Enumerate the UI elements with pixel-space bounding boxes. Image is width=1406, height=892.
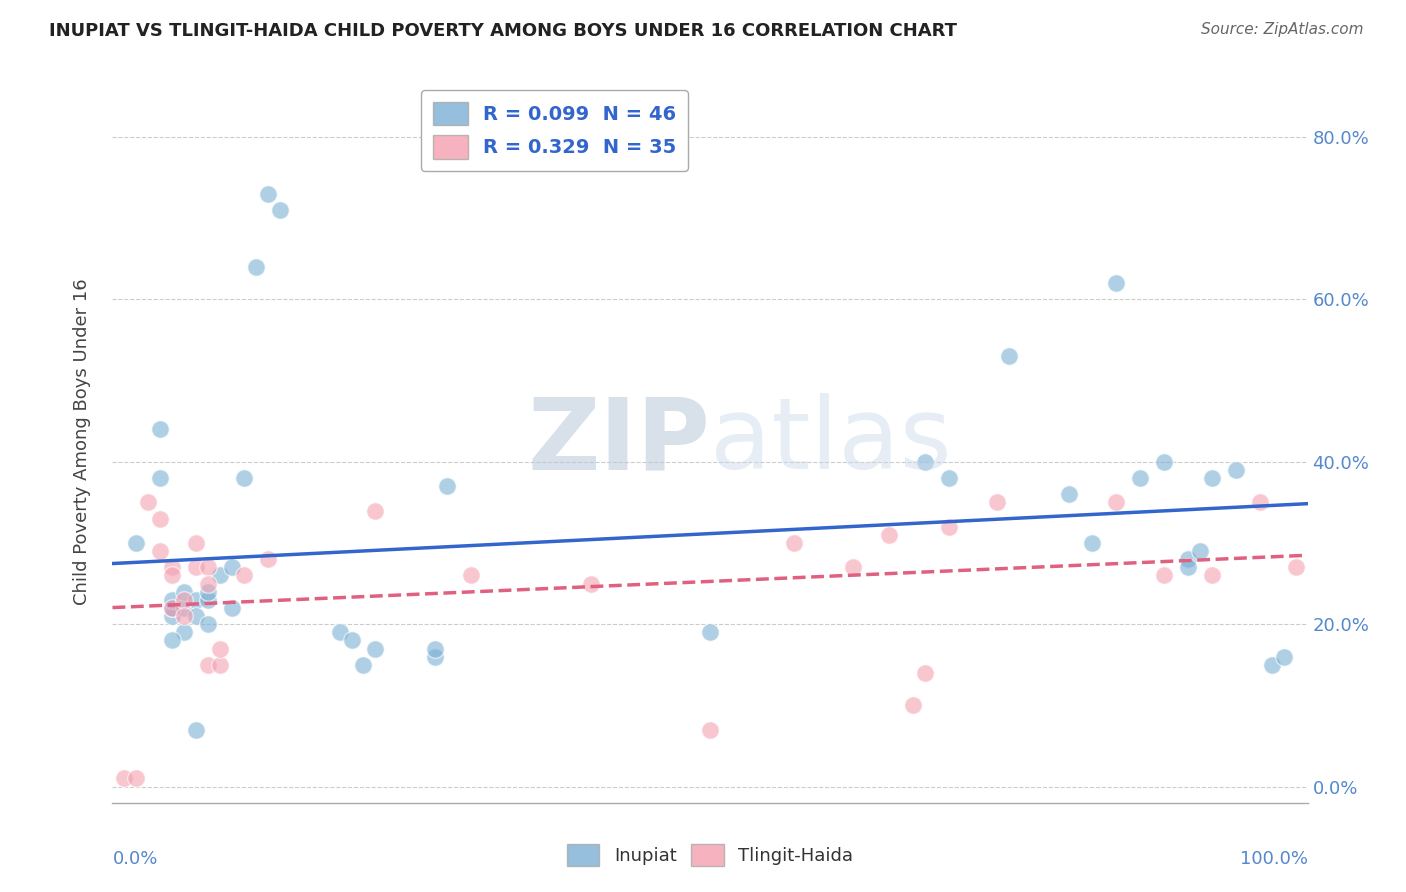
Point <box>162 601 183 615</box>
Point <box>1177 552 1199 566</box>
Text: atlas: atlas <box>710 393 952 490</box>
Point <box>173 601 195 615</box>
Point <box>938 471 960 485</box>
Point <box>186 609 208 624</box>
Point <box>879 528 901 542</box>
Point <box>197 584 219 599</box>
Text: 100.0%: 100.0% <box>1240 850 1308 868</box>
Point <box>986 495 1008 509</box>
Point <box>329 625 352 640</box>
Point <box>1105 495 1128 509</box>
Point <box>1153 568 1175 582</box>
Point <box>1261 657 1284 672</box>
Point <box>173 625 195 640</box>
Point <box>221 601 243 615</box>
Point <box>173 592 195 607</box>
Point <box>1105 277 1128 291</box>
Point <box>149 544 172 558</box>
Point <box>1249 495 1271 509</box>
Point <box>197 576 219 591</box>
Point <box>1177 560 1199 574</box>
Point <box>197 617 219 632</box>
Point <box>209 568 232 582</box>
Point <box>938 520 960 534</box>
Point <box>1201 568 1223 582</box>
Point <box>162 601 183 615</box>
Point <box>914 665 936 680</box>
Y-axis label: Child Poverty Among Boys Under 16: Child Poverty Among Boys Under 16 <box>73 278 91 605</box>
Point <box>425 641 447 656</box>
Point <box>197 657 219 672</box>
Point <box>352 657 374 672</box>
Point <box>245 260 267 274</box>
Point <box>209 641 232 656</box>
Point <box>186 560 208 574</box>
Point <box>460 568 482 582</box>
Point <box>197 560 219 574</box>
Point <box>197 592 219 607</box>
Point <box>364 503 387 517</box>
Point <box>114 772 135 786</box>
Point <box>699 625 721 640</box>
Point <box>1272 649 1295 664</box>
Point <box>842 560 865 574</box>
Point <box>162 568 183 582</box>
Point <box>1201 471 1223 485</box>
Point <box>149 511 172 525</box>
Point <box>903 698 925 713</box>
Point <box>149 471 172 485</box>
Point <box>1285 560 1308 574</box>
Point <box>579 576 602 591</box>
Point <box>1129 471 1152 485</box>
Point <box>162 560 183 574</box>
Point <box>233 568 256 582</box>
Point <box>162 609 183 624</box>
Text: 0.0%: 0.0% <box>112 850 157 868</box>
Point <box>1057 487 1080 501</box>
Point <box>257 552 280 566</box>
Point <box>782 536 804 550</box>
Point <box>186 592 208 607</box>
Point <box>221 560 243 574</box>
Point <box>233 471 256 485</box>
Point <box>173 609 195 624</box>
Point <box>162 633 183 648</box>
Point <box>998 349 1021 363</box>
Point <box>186 536 208 550</box>
Point <box>162 592 183 607</box>
Point <box>1189 544 1212 558</box>
Point <box>1153 455 1175 469</box>
Point <box>364 641 387 656</box>
Point <box>209 657 232 672</box>
Point <box>914 455 936 469</box>
Legend: Inupiat, Tlingit-Haida: Inupiat, Tlingit-Haida <box>560 837 860 873</box>
Point <box>186 723 208 737</box>
Point <box>125 772 148 786</box>
Point <box>173 584 195 599</box>
Text: ZIP: ZIP <box>527 393 710 490</box>
Point <box>149 422 172 436</box>
Point <box>257 186 280 201</box>
Point <box>699 723 721 737</box>
Point <box>138 495 160 509</box>
Point <box>436 479 458 493</box>
Point <box>269 203 291 218</box>
Text: Source: ZipAtlas.com: Source: ZipAtlas.com <box>1201 22 1364 37</box>
Point <box>1081 536 1104 550</box>
Text: INUPIAT VS TLINGIT-HAIDA CHILD POVERTY AMONG BOYS UNDER 16 CORRELATION CHART: INUPIAT VS TLINGIT-HAIDA CHILD POVERTY A… <box>49 22 957 40</box>
Point <box>1225 463 1247 477</box>
Point <box>125 536 148 550</box>
Point <box>340 633 363 648</box>
Point <box>425 649 447 664</box>
